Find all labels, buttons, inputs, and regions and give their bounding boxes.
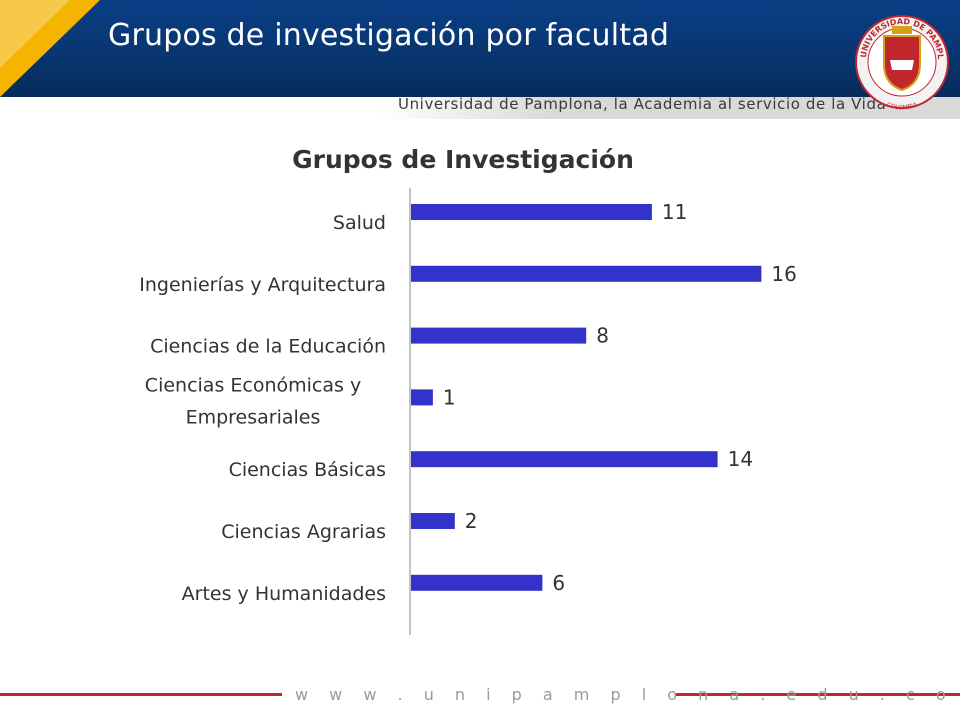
bar [411, 451, 718, 468]
bar-value-label: 14 [728, 447, 753, 471]
header-corner-accent-light [0, 0, 70, 68]
motto-band [380, 97, 960, 119]
chart-title: Grupos de Investigación [292, 145, 634, 174]
bar [411, 204, 652, 220]
bar [411, 265, 762, 282]
category-label: Ciencias Básicas [229, 459, 386, 481]
bar-value-label: 1 [443, 385, 456, 409]
svg-text:COLOMBIA: COLOMBIA [886, 101, 919, 112]
category-label: Artes y Humanidades [182, 583, 386, 605]
bar-value-label: 16 [771, 262, 796, 286]
bar [411, 327, 587, 344]
bar-value-label: 11 [662, 200, 687, 224]
bar [411, 389, 433, 406]
category-label: Salud [333, 212, 386, 234]
bar-value-label: 6 [552, 571, 565, 595]
university-seal-logo: UNIVERSIDAD DE PAMPLONA COLOMBIA [852, 4, 949, 112]
bar-value-label: 2 [465, 509, 478, 533]
slide-header: Grupos de investigación por facultad [0, 0, 960, 97]
footer-rule-right [676, 693, 960, 696]
footer-website: w w w . u n i p a m p l o n a . e d u . … [295, 685, 954, 704]
bar [411, 513, 455, 529]
seal-bottom-text: COLOMBIA [886, 101, 919, 112]
university-motto: Universidad de Pamplona, la Academia al … [398, 95, 887, 113]
bar [411, 574, 543, 591]
category-label: Ingenierías y Arquitectura [139, 274, 386, 296]
category-label: Ciencias Agrarias [221, 521, 386, 543]
slide-title: Grupos de investigación por facultad [108, 18, 670, 53]
category-label: Ciencias de la Educación [150, 336, 386, 358]
bar-value-label: 8 [596, 324, 609, 348]
category-label: Ciencias Económicas y Empresariales [145, 374, 361, 428]
footer-rule-left [0, 693, 282, 696]
